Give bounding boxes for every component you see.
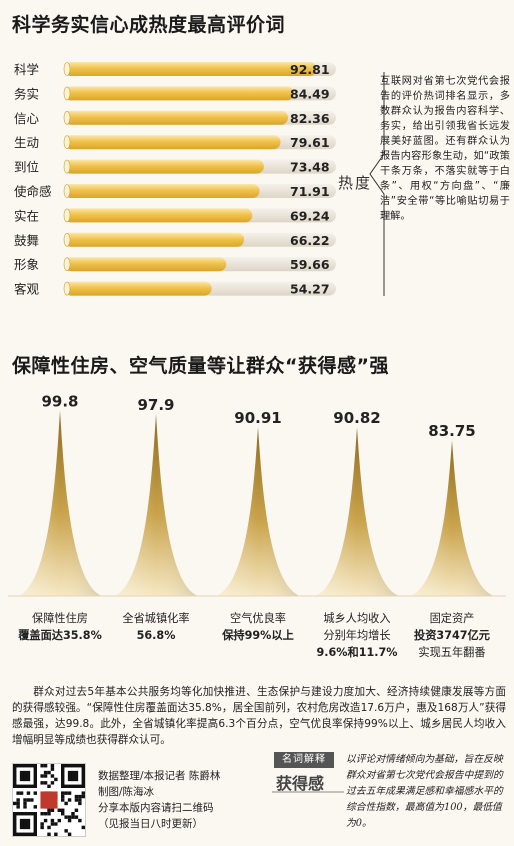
bar-cap bbox=[63, 184, 71, 198]
heat-label: 热度 bbox=[338, 174, 373, 192]
bar-cap bbox=[63, 208, 71, 223]
bar-cap bbox=[63, 233, 71, 247]
peak-category-label: 覆盖面达35.8% bbox=[18, 628, 102, 642]
bar-value-label: 71.91 bbox=[290, 184, 330, 199]
bar-value-label: 79.61 bbox=[290, 135, 330, 150]
bar-cap bbox=[63, 257, 71, 271]
bar bbox=[64, 208, 253, 223]
credit-reporter: 数据整理/本报记者 陈爵林 bbox=[98, 770, 221, 782]
peak-category-label: 城乡人均收入 bbox=[323, 611, 390, 625]
summary-paragraph: 群众对过去5年基本公共服务均等化加快推进、生态保护与建设力度加大、经济持续健康发… bbox=[12, 686, 506, 746]
bar-cap bbox=[63, 110, 71, 125]
peak-shading bbox=[216, 426, 300, 596]
bar bbox=[64, 135, 281, 150]
bar bbox=[64, 86, 294, 101]
credit-designer: 制图/陈海冰 bbox=[98, 786, 155, 798]
bar bbox=[64, 62, 317, 76]
bar-category-label: 实在 bbox=[14, 208, 39, 223]
peak-shading bbox=[410, 440, 494, 596]
bracket-line bbox=[369, 72, 385, 296]
bar bbox=[64, 232, 245, 247]
peak-category-label: 全省城镇化率 bbox=[122, 611, 189, 625]
bar-cap bbox=[63, 135, 71, 149]
bar-value-label: 59.66 bbox=[290, 257, 330, 272]
term-tag: 名词解释 bbox=[274, 752, 334, 768]
bar bbox=[64, 110, 289, 125]
bar-value-label: 69.24 bbox=[290, 208, 330, 223]
term-word: 获得感 bbox=[276, 774, 325, 793]
peak-category-label: 空气优良率 bbox=[230, 611, 286, 625]
bar-category-label: 生动 bbox=[14, 135, 39, 150]
peak-category-label: 投资3747亿元 bbox=[414, 628, 490, 642]
peak-shading bbox=[315, 427, 399, 596]
bar-cap bbox=[63, 86, 71, 101]
bar-value-label: 73.48 bbox=[290, 160, 330, 175]
peak-value-label: 99.8 bbox=[41, 392, 78, 410]
bar-category-label: 到位 bbox=[14, 160, 39, 175]
bar bbox=[64, 159, 264, 174]
peak-shading bbox=[18, 410, 102, 596]
peak-value-label: 97.9 bbox=[137, 396, 174, 414]
bar-cap bbox=[63, 62, 71, 76]
bar-category-label: 科学 bbox=[14, 62, 39, 77]
chart-title-keywords: 科学务实信心成热度最高评价词 bbox=[12, 14, 286, 36]
bar-cap bbox=[63, 281, 71, 296]
bar-cap bbox=[63, 159, 71, 174]
peak-shading bbox=[114, 413, 198, 596]
bar bbox=[64, 281, 212, 296]
peak-category-label: 56.8% bbox=[137, 629, 176, 642]
peak-category-label: 实现五年翻番 bbox=[418, 645, 485, 659]
bar bbox=[64, 184, 260, 198]
bar-value-label: 92.81 bbox=[290, 62, 330, 77]
bar-category-label: 形象 bbox=[14, 257, 39, 272]
bar-category-label: 鼓舞 bbox=[14, 233, 39, 248]
peak-value-label: 83.75 bbox=[428, 422, 475, 440]
credit-update: （见报当日八时更新） bbox=[98, 818, 203, 830]
bar-category-label: 使命感 bbox=[14, 184, 52, 199]
bar-value-label: 82.36 bbox=[290, 111, 330, 126]
satisfaction-peak-chart: 99.8 保障性住房覆盖面达35.8% 97.9 全省城镇化率 56.8% 90.91 空气… bbox=[8, 392, 506, 659]
qr-code-icon[interactable] bbox=[12, 763, 86, 837]
term-divider bbox=[272, 791, 344, 793]
peak-category-label: 保持99%以上 bbox=[221, 628, 294, 642]
peak-value-label: 90.91 bbox=[234, 409, 281, 427]
credits-block: 数据整理/本报记者 陈爵林 制图/陈海冰 分享本版内容请扫二维码 （见报当日八时… bbox=[98, 768, 288, 832]
sidebar-commentary: 互联网对省第七次党代会报告的评价热词排名显示，多数群众认为报告内容科学、务实，给… bbox=[380, 76, 510, 222]
peak-category-label: 固定资产 bbox=[430, 611, 475, 625]
bar-category-label: 务实 bbox=[14, 86, 39, 101]
peak-category-label: 保障性住房 bbox=[32, 611, 88, 625]
bar-value-label: 66.22 bbox=[290, 233, 330, 248]
chart-title-satisfaction: 保障性住房、空气质量等让群众“获得感”强 bbox=[12, 355, 389, 377]
bar-value-label: 54.27 bbox=[290, 282, 330, 297]
bar bbox=[64, 257, 227, 272]
peak-value-label: 90.82 bbox=[333, 409, 380, 427]
keyword-bar-chart: 科学 92.81 务实 84.49 信心 82.36 生动 79.61 到位 73.48 使命感 71… bbox=[14, 62, 336, 297]
term-definition: 以评论对情绪倾向为基础，旨在反映群众对省第七次党代会报告中提到的过去五年成果满足… bbox=[346, 754, 503, 829]
bar-value-label: 84.49 bbox=[290, 86, 330, 101]
bar-category-label: 客观 bbox=[14, 282, 40, 297]
peak-category-label: 分别年均增长 bbox=[323, 628, 390, 642]
credit-share: 分享本版内容请扫二维码 bbox=[98, 802, 214, 814]
bar-category-label: 信心 bbox=[14, 111, 40, 126]
peak-category-label: 9.6%和11.7% bbox=[316, 645, 397, 659]
